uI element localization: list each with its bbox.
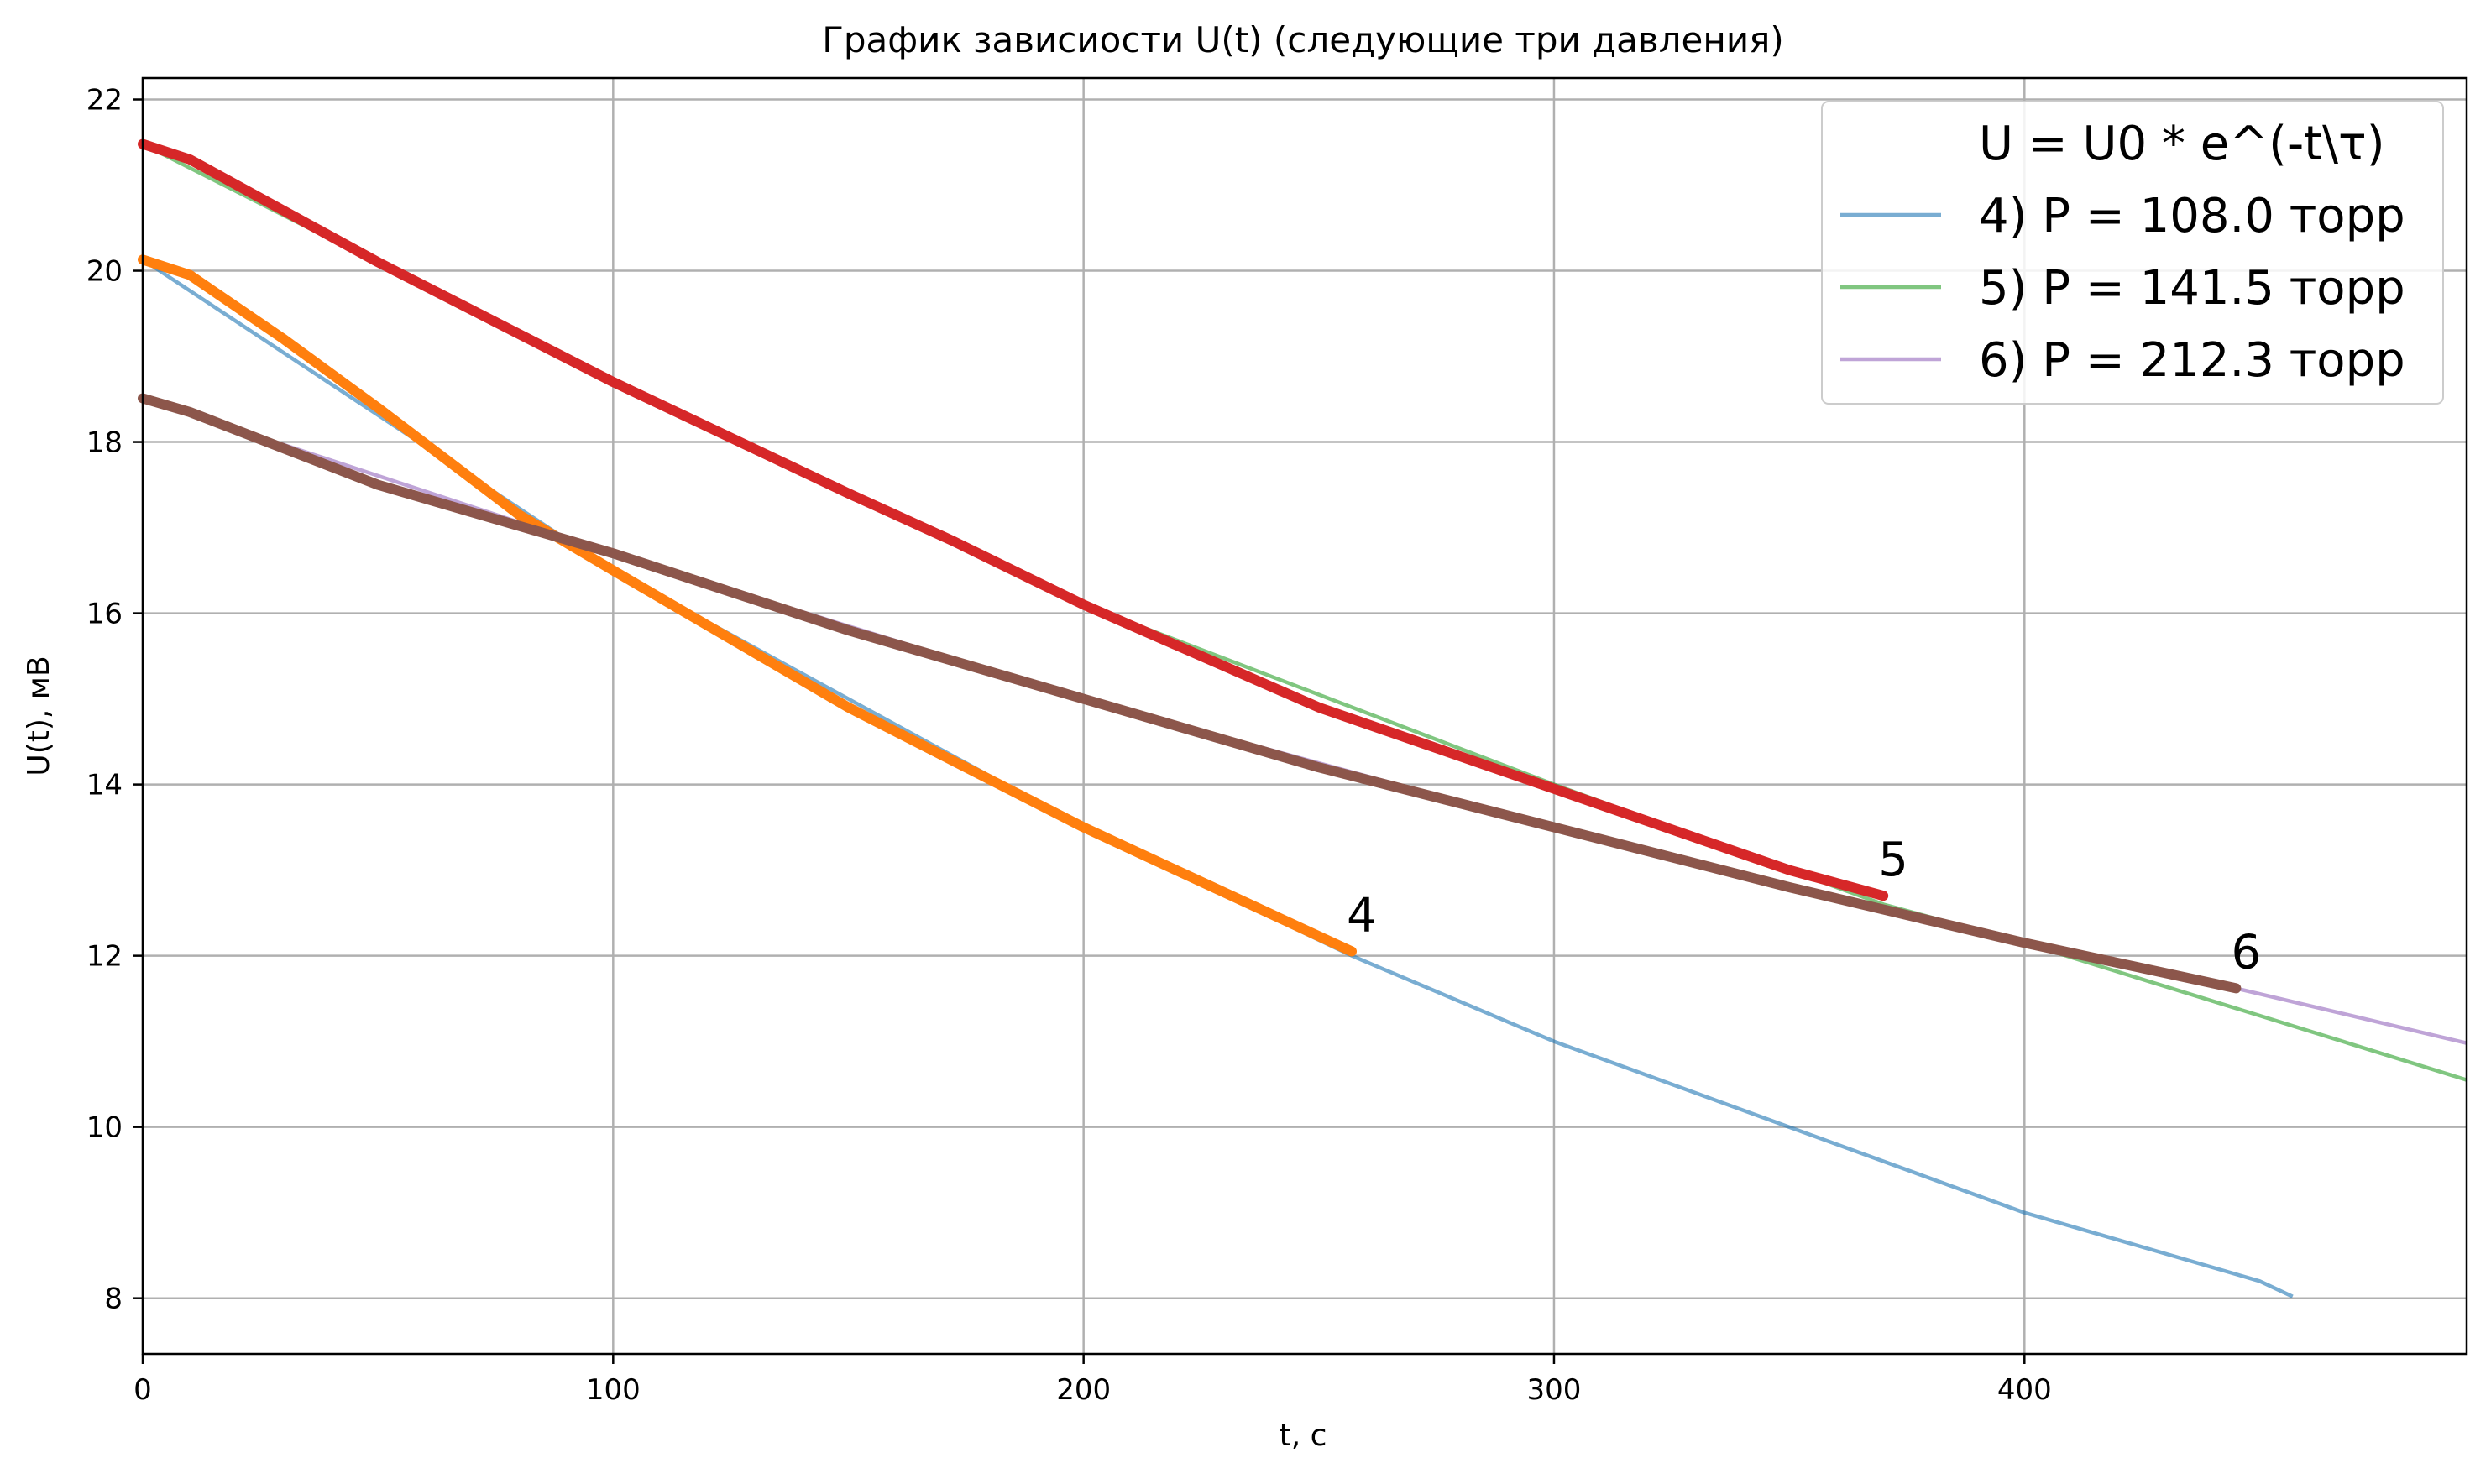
y-tick-label: 14: [86, 769, 123, 802]
y-tick-label: 22: [86, 84, 123, 118]
y-tick-label: 10: [86, 1111, 123, 1145]
x-tick-label: 400: [1997, 1373, 2052, 1407]
curve-label-4: 4: [1347, 889, 1377, 943]
legend-header: U = U0 * e^(-t\τ): [1979, 117, 2385, 171]
measured-line-3: [138, 393, 2242, 994]
x-tick-label: 300: [1527, 1373, 1582, 1407]
y-tick-label: 16: [86, 598, 123, 631]
y-tick-label: 12: [86, 940, 123, 974]
measured-line-1: [138, 254, 1357, 957]
legend-entry-1: 4) P = 108.0 торр: [1979, 189, 2405, 243]
series-layer: 4 5 6: [138, 138, 2467, 1298]
x-tick-label: 0: [133, 1373, 152, 1407]
legend-entry-2: 5) P = 141.5 торр: [1979, 261, 2405, 316]
y-tick-label: 20: [86, 255, 123, 289]
x-tick-label: 100: [586, 1373, 641, 1407]
plot-frame: [141, 76, 2468, 1356]
y-tick-label: 18: [86, 426, 123, 460]
x-axis-ticks: 0 100 200 300 400: [133, 1354, 2052, 1407]
legend-entry-3: 6) P = 212.3 торр: [1979, 333, 2405, 388]
y-axis-label: U(t), мВ: [22, 656, 56, 776]
legend: U = U0 * e^(-t\τ) 4) P = 108.0 торр 5) P…: [1821, 101, 2444, 405]
x-axis-label: t, с: [1280, 1419, 1327, 1453]
y-tick-label: 8: [104, 1283, 123, 1316]
grid: [141, 78, 2467, 1354]
y-axis-ticks: 8 10 12 14 16 18 20 22: [86, 84, 143, 1316]
measured-line-2: [138, 138, 1889, 901]
x-tick-label: 200: [1056, 1373, 1111, 1407]
chart-title: График зависиости U(t) (следующие три да…: [822, 19, 1784, 60]
curve-label-6: 6: [2231, 925, 2261, 980]
curve-label-5: 5: [1878, 833, 1908, 887]
legend-box: [1821, 101, 2444, 405]
